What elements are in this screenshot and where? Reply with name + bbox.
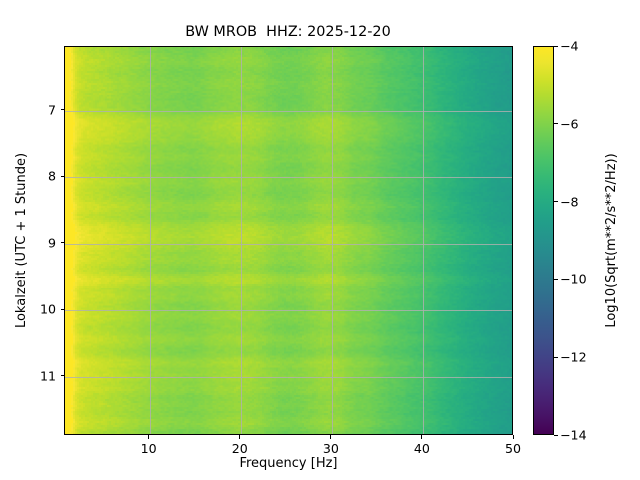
colorbar-tick-label: −12 <box>560 349 587 365</box>
colorbar-tick-mark <box>554 123 558 125</box>
colorbar-tick-mark <box>554 434 558 436</box>
colorbar-tick-mark <box>554 278 558 280</box>
y-tick-mark <box>60 242 64 244</box>
colorbar-tick-mark <box>554 356 558 358</box>
colorbar-tick-label: −10 <box>560 271 587 287</box>
colorbar-gradient <box>534 47 553 434</box>
y-axis-label: Lokalzeit (UTC + 1 Stunde) <box>14 152 29 329</box>
x-axis-label: Frequency [Hz] <box>239 456 338 471</box>
y-tick-mark <box>60 109 64 111</box>
colorbar-tick-label: −4 <box>560 38 579 54</box>
colorbar-tick-label: −6 <box>560 116 579 132</box>
y-tick-label: 9 <box>47 235 56 251</box>
x-tick-label: 20 <box>231 441 248 456</box>
y-tick-mark <box>60 175 64 177</box>
y-tick-mark <box>60 375 64 377</box>
page-title: BW MROB HHZ: 2025-12-20 <box>185 24 391 40</box>
spectrogram-heatmap <box>65 47 512 434</box>
x-tick-mark <box>330 435 332 439</box>
y-tick-label: 7 <box>47 102 56 118</box>
colorbar-tick-label: −8 <box>560 194 579 210</box>
colorbar-tick-mark <box>554 45 558 47</box>
y-tick-mark <box>60 308 64 310</box>
colorbar <box>533 46 554 435</box>
spectrogram-axes <box>64 46 513 435</box>
y-tick-label: 10 <box>39 301 56 317</box>
x-tick-mark <box>512 435 514 439</box>
x-tick-mark <box>148 435 150 439</box>
x-tick-mark <box>421 435 423 439</box>
colorbar-tick-mark <box>554 201 558 203</box>
y-tick-label: 11 <box>39 368 56 384</box>
y-tick-label: 8 <box>47 168 56 184</box>
colorbar-tick-label: −14 <box>560 427 587 443</box>
x-tick-label: 50 <box>504 441 522 456</box>
x-tick-label: 40 <box>413 441 430 456</box>
x-tick-label: 30 <box>322 441 339 456</box>
colorbar-label: Log10(Sqrt(m**2/s**2/Hz)) <box>604 153 619 328</box>
x-tick-mark <box>239 435 241 439</box>
x-tick-label: 10 <box>140 441 157 456</box>
